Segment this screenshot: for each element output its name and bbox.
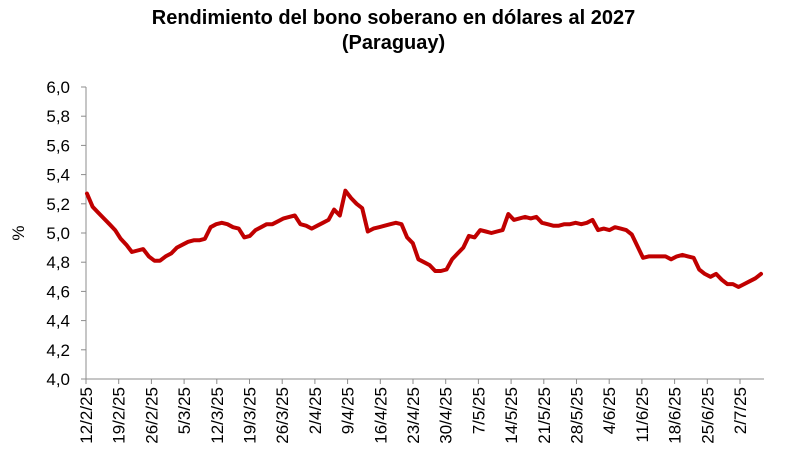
chart-title: Rendimiento del bono soberano en dólares…: [0, 6, 787, 56]
x-tick-label: 25/6/25: [698, 387, 717, 444]
y-tick-label: 5,2: [46, 195, 70, 214]
x-tick-label: 16/4/25: [371, 387, 390, 444]
x-tick-label: 19/2/25: [110, 387, 129, 444]
x-tick-label: 28/5/25: [568, 387, 587, 444]
y-tick-label: 4,0: [46, 370, 70, 389]
x-tick-label: 23/4/25: [404, 387, 423, 444]
y-tick-label: 5,4: [46, 166, 70, 185]
x-tick-label: 9/4/25: [339, 387, 358, 434]
y-tick-label: 5,0: [46, 224, 70, 243]
x-tick-label: 12/2/25: [77, 387, 96, 444]
x-tick-label: 2/7/25: [731, 387, 750, 434]
x-tick-label: 19/3/25: [241, 387, 260, 444]
y-tick-label: 6,0: [46, 78, 70, 97]
y-axis-label: %: [9, 225, 28, 240]
x-tick-label: 4/6/25: [600, 387, 619, 434]
x-tick-label: 18/6/25: [666, 387, 685, 444]
series-line: [85, 188, 763, 289]
x-tick-label: 30/4/25: [437, 387, 456, 444]
y-tick-label: 5,6: [46, 136, 70, 155]
x-tick-label: 2/4/25: [306, 387, 325, 434]
y-tick-label: 4,8: [46, 253, 70, 272]
x-tick-label: 26/2/25: [142, 387, 161, 444]
x-tick-label: 12/3/25: [208, 387, 227, 444]
y-tick-label: 4,4: [46, 312, 70, 331]
x-tick-label: 7/5/25: [469, 387, 488, 434]
y-tick-label: 4,2: [46, 341, 70, 360]
x-tick-label: 11/6/25: [633, 387, 652, 442]
x-tick-label: 26/3/25: [273, 387, 292, 444]
x-tick-label: 21/5/25: [535, 387, 554, 444]
x-tick-label: 14/5/25: [502, 387, 521, 444]
chart-subtitle-line: (Paraguay): [341, 32, 446, 54]
x-tick-label: 5/3/25: [175, 387, 194, 434]
chart-title-line: Rendimiento del bono soberano en dólares…: [151, 7, 636, 29]
y-tick-label: 5,8: [46, 107, 70, 126]
y-tick-label: 4,6: [46, 282, 70, 301]
